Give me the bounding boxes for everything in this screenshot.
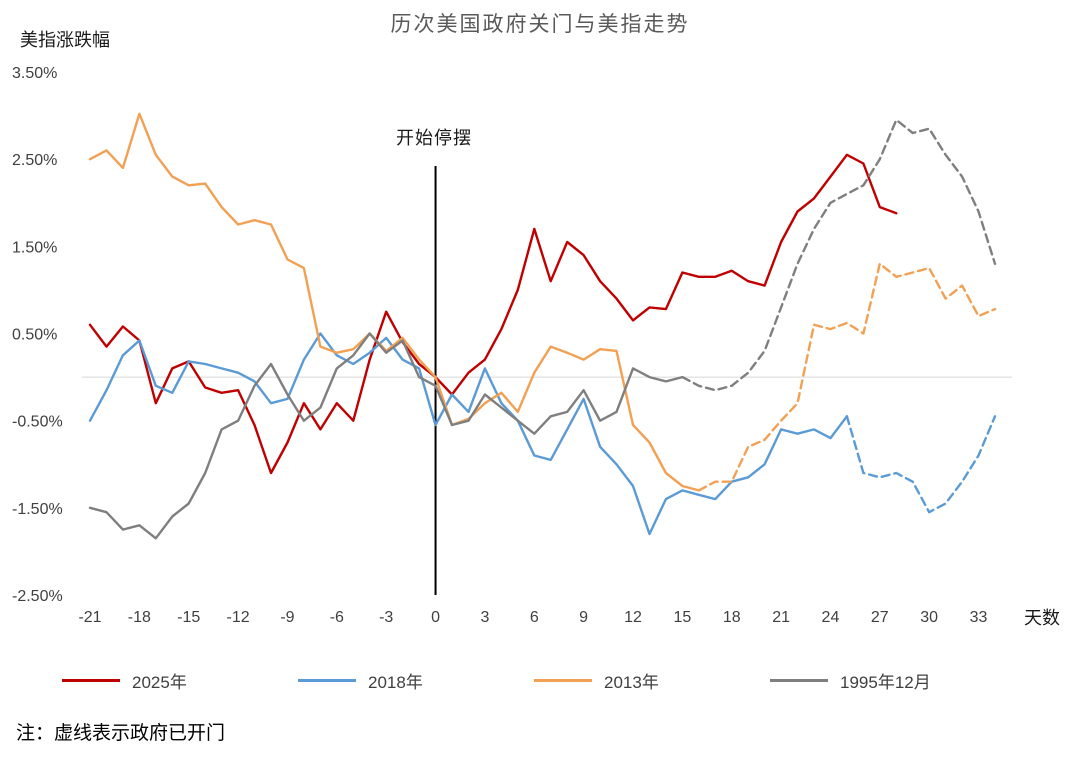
legend: 2025年 2018年 2013年 1995年12月 (62, 668, 1006, 693)
x-axis-tick: 27 (871, 609, 889, 626)
legend-label-1995: 1995年12月 (840, 673, 931, 692)
legend-item-1995: 1995年12月 (770, 668, 1006, 693)
series-line-solid-2013年 (88, 112, 700, 492)
legend-item-2018: 2018年 (298, 668, 534, 693)
x-axis-tick: -18 (128, 609, 151, 626)
x-axis-tick: -3 (379, 609, 393, 626)
legend-label-2013: 2013年 (604, 673, 659, 692)
series-line-2025年 (88, 153, 898, 475)
x-axis-tick: 6 (530, 609, 539, 626)
y-axis-tick: 1.50% (12, 239, 57, 256)
legend-swatch-2025 (62, 679, 120, 682)
legend-item-2025: 2025年 (62, 668, 298, 693)
chart-title: 历次美国政府关门与美指走势 (390, 13, 690, 36)
legend-swatch-2018 (298, 679, 356, 682)
legend-label-2018: 2018年 (368, 673, 423, 692)
series-line-dashed-2013年 (697, 262, 997, 492)
x-axis-tick: 15 (673, 609, 691, 626)
series-line-dashed-2018年 (845, 415, 997, 514)
x-axis-tick: -6 (330, 609, 344, 626)
x-axis-tick: 12 (624, 609, 642, 626)
x-axis-tick: -12 (227, 609, 250, 626)
x-axis-tick: 24 (822, 609, 840, 626)
legend-label-2025: 2025年 (132, 673, 187, 692)
x-axis-tick: 9 (579, 609, 588, 626)
series-line-solid-2018年 (88, 332, 849, 536)
x-axis-tick: 21 (772, 609, 790, 626)
x-axis-tick: -9 (280, 609, 294, 626)
y-axis-tick: 2.50% (12, 152, 57, 169)
x-axis-tick: 33 (970, 609, 988, 626)
x-axis-tick: 30 (920, 609, 938, 626)
legend-swatch-1995 (770, 679, 828, 682)
x-axis-tick: -21 (78, 609, 101, 626)
y-axis-tick: 3.50% (12, 65, 57, 82)
y-axis-label: 美指涨跌幅 (20, 30, 110, 50)
x-axis-tick: 0 (431, 609, 440, 626)
y-axis-tick: -1.50% (12, 501, 63, 518)
x-axis-tick: -15 (177, 609, 200, 626)
y-axis-tick: -2.50% (12, 588, 63, 605)
legend-swatch-2013 (534, 679, 592, 682)
x-axis-label: 天数 (1024, 608, 1060, 628)
series-line-solid-1995年12月 (88, 332, 684, 540)
chart-note: 注：虚线表示政府已开门 (16, 723, 226, 744)
y-axis-tick: 0.50% (12, 327, 57, 344)
series-line-dashed-1995年12月 (681, 118, 997, 392)
y-axis-tick: -0.50% (12, 414, 63, 431)
x-axis-tick: 3 (480, 609, 489, 626)
x-axis-tick: 18 (723, 609, 741, 626)
chart-canvas: 3.50% 2.50% 1.50% 0.50% -0.50% -1.50% -2.50% -2… (12, 65, 1012, 626)
legend-item-2013: 2013年 (534, 668, 770, 693)
shutdown-annotation: 开始停摆 (396, 128, 472, 148)
